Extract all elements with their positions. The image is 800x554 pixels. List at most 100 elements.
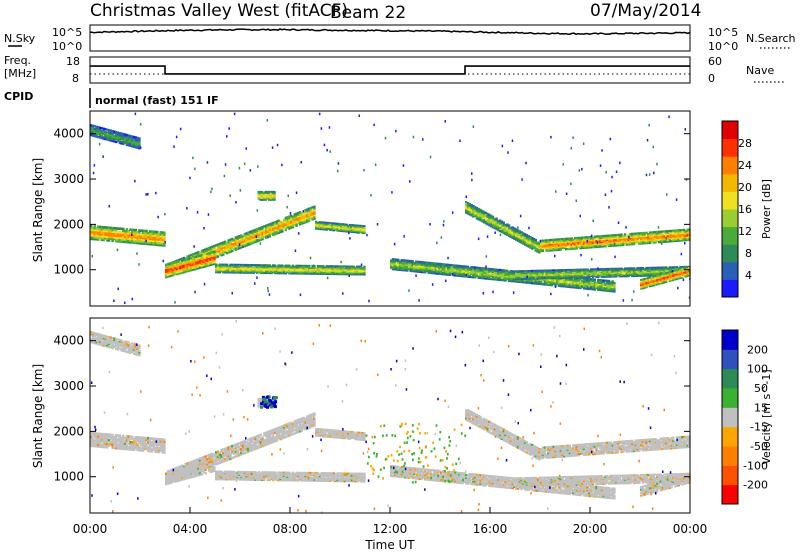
power-cell <box>416 264 420 268</box>
power-cell <box>593 245 596 249</box>
power-cell <box>313 205 316 208</box>
power-cell <box>272 265 275 268</box>
power-cell <box>272 266 275 269</box>
power-cell <box>141 242 145 245</box>
power-cell <box>336 265 339 268</box>
power-cell <box>231 271 234 274</box>
power-cell <box>90 233 93 237</box>
power-cell <box>677 230 680 233</box>
power-cell <box>193 267 196 271</box>
power-cell <box>395 258 398 261</box>
power-cell <box>579 273 582 276</box>
power-cell <box>122 236 125 240</box>
power-cell <box>257 195 260 198</box>
power-cell <box>182 258 186 262</box>
power-cell <box>593 272 596 275</box>
power-cell <box>391 258 395 261</box>
power-cell <box>141 240 145 243</box>
power-cell <box>504 275 507 278</box>
power-cell <box>225 269 229 272</box>
power-cell <box>541 243 545 247</box>
power-cell <box>663 272 666 275</box>
power-cell <box>152 230 155 234</box>
power-cell <box>579 247 582 250</box>
power-cell <box>568 247 571 251</box>
power-cell <box>269 196 273 199</box>
power-cell <box>472 205 475 208</box>
power-cell <box>665 234 668 237</box>
power-cell <box>329 265 332 268</box>
power-cell <box>511 277 514 280</box>
power-cell <box>481 214 484 217</box>
power-cell <box>632 235 636 238</box>
power-cell <box>345 266 348 269</box>
power-cell <box>245 266 248 269</box>
power-cell <box>257 229 261 232</box>
power-cell <box>670 266 673 269</box>
power-cell <box>534 269 537 272</box>
power-cell <box>647 284 650 287</box>
power-cell <box>323 268 327 271</box>
power-cell <box>466 272 470 275</box>
power-cell <box>657 267 661 270</box>
power-cell <box>216 270 220 273</box>
power-cell <box>181 259 184 262</box>
power-cell <box>498 224 502 227</box>
power-cell <box>540 245 543 248</box>
power-cell <box>640 268 643 271</box>
power-cell <box>445 269 448 272</box>
power-cell <box>643 283 646 285</box>
power-cell <box>295 214 298 217</box>
power-cell <box>343 271 346 273</box>
power-cell <box>311 206 314 209</box>
power-cell <box>640 282 643 285</box>
power-cell <box>450 269 454 272</box>
power-cell <box>252 272 255 274</box>
power-cell <box>686 267 689 270</box>
power-cell <box>527 245 530 248</box>
power-cell <box>447 265 450 268</box>
power-cell <box>465 204 468 207</box>
power-cell <box>309 270 312 273</box>
power-cell <box>166 266 170 270</box>
power-cell <box>529 236 532 239</box>
power-cell <box>347 266 350 269</box>
power-cell <box>557 239 561 242</box>
power-cell <box>286 222 289 226</box>
power-cell <box>466 205 470 208</box>
power-cell <box>482 221 486 224</box>
power-cell <box>607 270 611 272</box>
power-cell <box>256 270 259 273</box>
power-cell <box>327 272 330 274</box>
power-cell <box>541 241 545 244</box>
power-cell <box>243 244 246 248</box>
power-cell <box>582 239 586 242</box>
power-cell <box>90 131 93 134</box>
power-cell <box>240 236 243 239</box>
power-cell <box>161 234 164 238</box>
power-cell <box>557 284 561 287</box>
power-cell <box>616 269 620 272</box>
power-cell <box>236 239 239 242</box>
power-cell <box>684 275 687 278</box>
power-cell <box>309 206 312 210</box>
power-cell <box>538 243 541 247</box>
power-cell <box>648 270 652 273</box>
power-cell <box>90 124 93 127</box>
power-cell <box>109 233 112 237</box>
power-cell <box>622 242 625 245</box>
power-cell <box>352 272 355 275</box>
power-cell <box>643 242 646 245</box>
power-cell <box>654 232 657 235</box>
power-cell <box>395 264 398 267</box>
power-cell <box>615 242 618 246</box>
power-cell <box>488 224 491 227</box>
power-cell <box>641 242 645 245</box>
power-cell <box>482 275 486 278</box>
power-cell <box>532 274 536 277</box>
power-cell <box>315 268 318 271</box>
power-cell <box>354 231 357 234</box>
power-cell <box>591 238 595 241</box>
power-cell <box>298 217 302 221</box>
power-cell <box>647 266 650 269</box>
